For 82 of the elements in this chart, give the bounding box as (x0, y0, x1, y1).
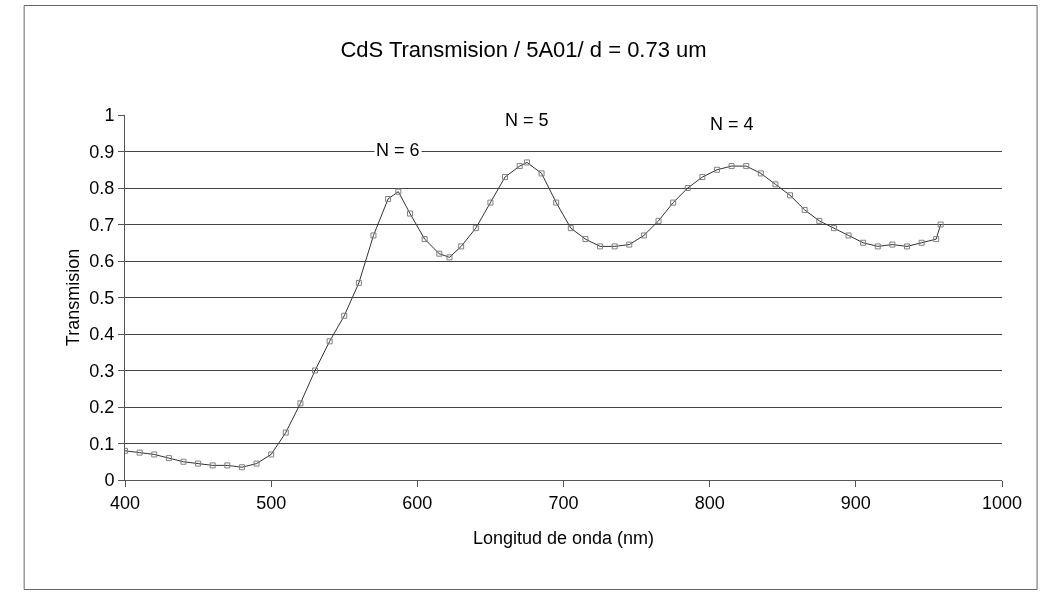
point (370, 232, 377, 239)
point (385, 195, 392, 202)
point (655, 217, 662, 224)
point (787, 192, 794, 199)
point (772, 181, 779, 188)
x-axis-title: Longitud de onda (nm) (472, 528, 655, 548)
point (937, 221, 944, 228)
point (253, 460, 260, 467)
point (553, 199, 560, 206)
point (743, 163, 750, 170)
annotation: N = 4 (710, 114, 754, 134)
point (889, 241, 896, 248)
point (436, 250, 443, 257)
point (611, 243, 618, 250)
point (268, 451, 275, 458)
x-tick-label: 400 (109, 492, 141, 513)
point (297, 400, 304, 407)
y-tick-label: 0.1 (89, 433, 115, 454)
point (407, 210, 414, 217)
point (903, 243, 910, 250)
y-axis-title: Transmision (63, 248, 83, 347)
x-tick-label: 1000 (981, 492, 1023, 513)
point (597, 243, 604, 250)
point (816, 217, 823, 224)
point (684, 185, 691, 191)
point (699, 174, 706, 181)
point (567, 225, 574, 232)
y-tick-label: 0.8 (89, 178, 115, 199)
x-tick-label: 900 (840, 492, 871, 513)
point (874, 243, 881, 250)
point (487, 199, 494, 206)
y-tick-label: 0 (104, 470, 115, 491)
point (801, 206, 808, 213)
point (326, 338, 333, 345)
point (830, 225, 837, 232)
point (728, 163, 735, 170)
point (640, 232, 647, 239)
y-tick-label: 0.5 (89, 287, 115, 308)
x-tick-label: 800 (694, 492, 725, 513)
point (757, 170, 764, 177)
point (502, 174, 509, 181)
annotation: N = 6 (376, 140, 420, 160)
y-tick-label: 0.6 (89, 251, 115, 272)
x-tick-label: 600 (402, 492, 433, 513)
point (538, 170, 545, 177)
point (860, 239, 867, 246)
y-tick-label: 0.9 (89, 141, 115, 162)
point (209, 462, 216, 469)
point (446, 254, 453, 261)
point (151, 451, 158, 458)
y-tick-label: 0.3 (89, 360, 115, 381)
point (180, 458, 187, 465)
x-tick-label: 500 (256, 492, 287, 513)
point (713, 166, 720, 173)
point (582, 236, 589, 243)
point (224, 462, 231, 469)
point (626, 241, 633, 248)
point (670, 199, 677, 206)
point (195, 460, 202, 467)
point (395, 188, 402, 195)
point (472, 225, 479, 232)
y-tick-label: 1 (104, 105, 115, 126)
point (312, 367, 319, 374)
point (918, 239, 925, 246)
annotation: N = 5 (505, 110, 549, 130)
point (458, 243, 465, 250)
y-tick-label: 0.4 (89, 324, 115, 345)
point (136, 449, 143, 456)
point (523, 159, 530, 166)
y-tick-label: 0.2 (89, 397, 115, 418)
x-tick-label: 700 (548, 492, 579, 513)
point (933, 236, 940, 243)
point (421, 236, 428, 243)
point (282, 429, 289, 436)
point (516, 163, 523, 170)
point (341, 312, 348, 319)
point (238, 464, 245, 471)
chart-title: CdS Transmision / 5A01/ d = 0.73 um (340, 37, 707, 63)
y-tick-label: 0.7 (89, 214, 115, 235)
point (845, 232, 852, 239)
point (165, 455, 172, 462)
point (355, 279, 362, 286)
